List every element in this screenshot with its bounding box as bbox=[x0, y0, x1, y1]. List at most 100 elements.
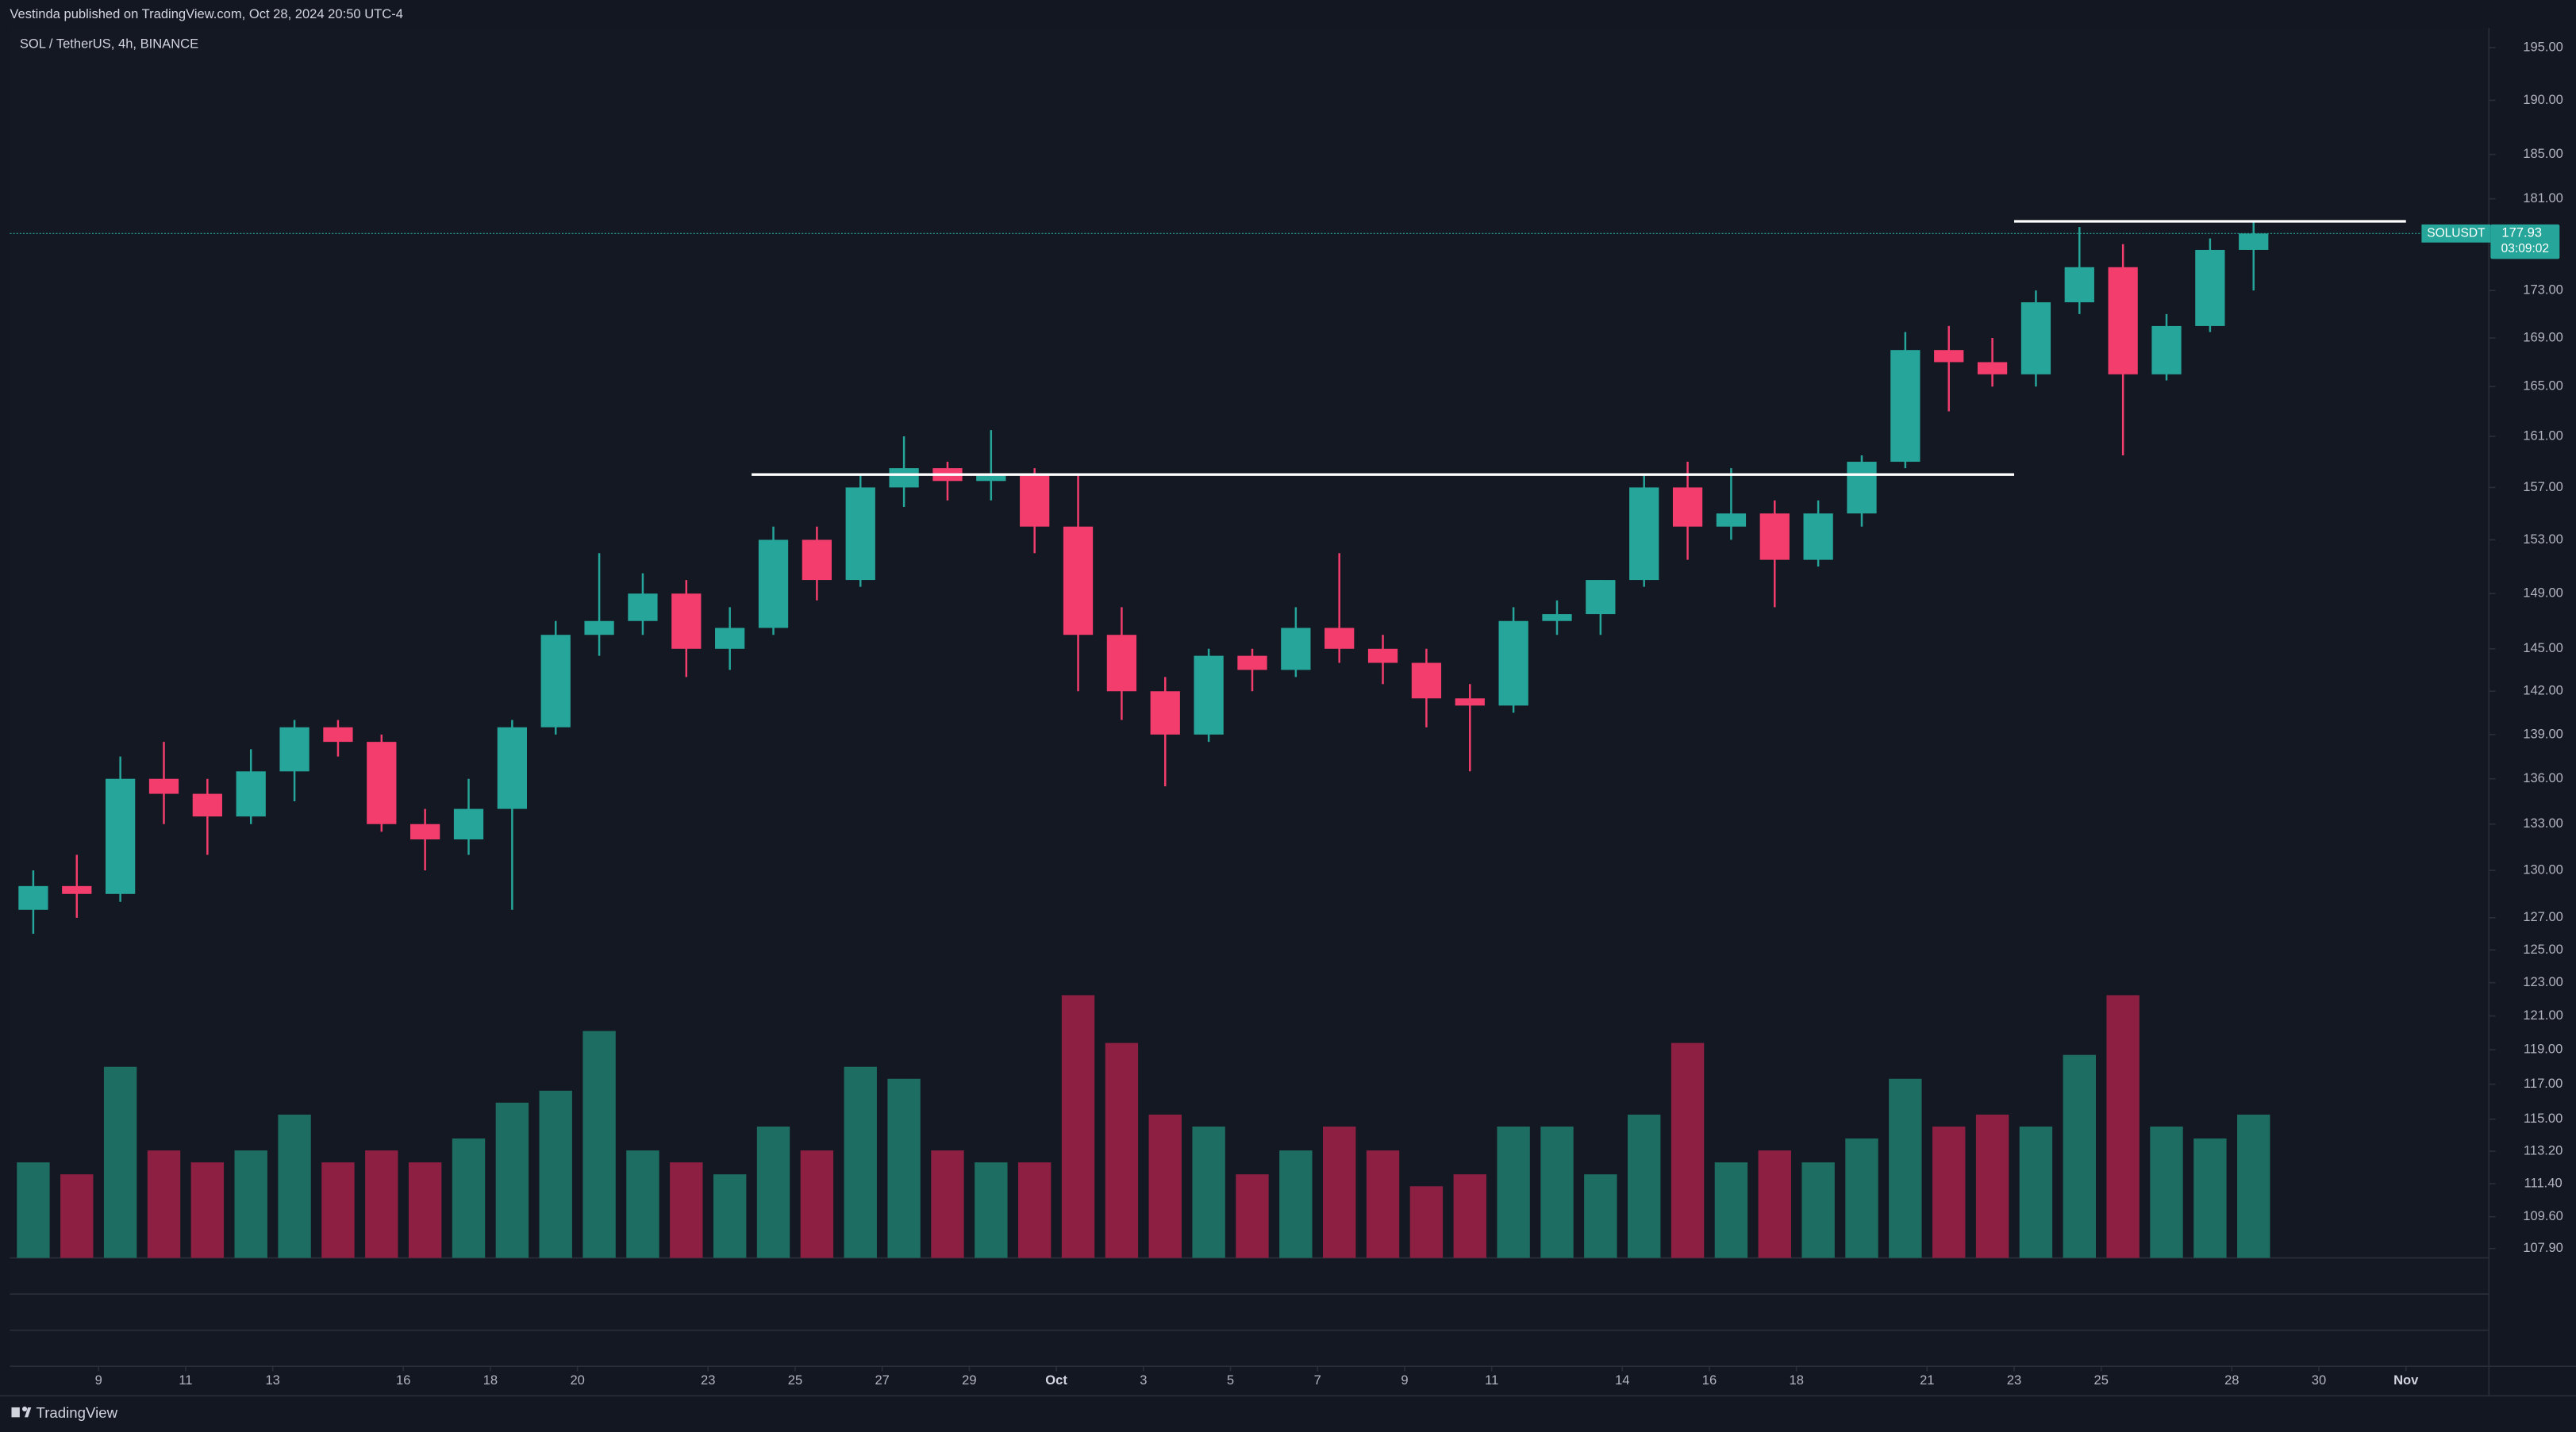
candle-body bbox=[1716, 513, 1747, 527]
candle-body bbox=[1237, 655, 1267, 670]
candle-body bbox=[453, 808, 484, 840]
y-tick-label: 115.00 bbox=[2524, 1111, 2563, 1126]
volume-bar bbox=[931, 1150, 964, 1258]
x-tick-label: 28 bbox=[2224, 1372, 2239, 1388]
x-tick-label: 25 bbox=[788, 1372, 802, 1388]
candle-body bbox=[715, 628, 745, 649]
x-tick-label: 25 bbox=[2094, 1372, 2109, 1388]
candle-body bbox=[2239, 233, 2269, 250]
x-tick-label: Oct bbox=[1045, 1372, 1067, 1388]
candle-body bbox=[1194, 655, 1224, 735]
candle-body bbox=[323, 727, 353, 743]
volume-bar bbox=[1453, 1174, 1486, 1258]
x-tick-label: 11 bbox=[179, 1372, 192, 1388]
volume-bar bbox=[756, 1126, 790, 1258]
volume-bar bbox=[626, 1150, 659, 1258]
volume-bar bbox=[1671, 1042, 1705, 1258]
volume-bar bbox=[844, 1066, 877, 1258]
volume-bar bbox=[1932, 1126, 1966, 1258]
y-tick-label: 165.00 bbox=[2523, 378, 2563, 394]
x-tick-label: Nov bbox=[2393, 1372, 2419, 1388]
candle-body bbox=[279, 727, 310, 772]
volume-bar bbox=[1801, 1162, 1835, 1258]
candle-body bbox=[1803, 513, 1833, 560]
candle-body bbox=[540, 635, 571, 728]
y-tick-label: 145.00 bbox=[2523, 640, 2563, 655]
x-tick-label: 7 bbox=[1314, 1372, 1321, 1388]
volume-bar bbox=[887, 1078, 921, 1258]
candle-body bbox=[497, 727, 528, 809]
x-tick-label: 3 bbox=[1140, 1372, 1147, 1388]
volume-bar bbox=[670, 1162, 703, 1258]
volume-bar bbox=[2237, 1114, 2270, 1258]
candle-body bbox=[802, 539, 832, 581]
candle-body bbox=[1455, 698, 1485, 706]
candle-body bbox=[1150, 691, 1180, 735]
volume-bar bbox=[1061, 995, 1095, 1258]
candle-body bbox=[106, 778, 136, 894]
candle-body bbox=[1106, 635, 1137, 692]
y-tick-label: 195.00 bbox=[2523, 39, 2563, 54]
y-tick-label: 181.00 bbox=[2523, 190, 2563, 205]
price-label: 177.93 bbox=[2501, 225, 2542, 240]
volume-bar bbox=[2150, 1126, 2183, 1258]
volume-bar bbox=[278, 1114, 311, 1258]
candle-body bbox=[584, 620, 614, 635]
y-tick-label: 107.90 bbox=[2523, 1240, 2563, 1255]
candle-body bbox=[192, 793, 222, 817]
candle-body bbox=[2020, 302, 2051, 374]
candle-body bbox=[1063, 526, 1094, 635]
volume-bar bbox=[1105, 1042, 1139, 1258]
candle-body bbox=[1325, 628, 1355, 649]
volume-bar bbox=[17, 1162, 50, 1258]
x-tick-label: 29 bbox=[962, 1372, 976, 1388]
candle-body bbox=[845, 487, 875, 581]
volume-bar bbox=[365, 1150, 398, 1258]
y-tick-label: 190.00 bbox=[2523, 92, 2563, 107]
volume-bar bbox=[2106, 995, 2140, 1258]
volume-bar bbox=[1758, 1150, 1791, 1258]
x-tick-label: 13 bbox=[265, 1372, 279, 1388]
volume-bar bbox=[1236, 1174, 1269, 1258]
y-tick-label: 109.60 bbox=[2523, 1208, 2563, 1223]
y-tick-label: 149.00 bbox=[2523, 585, 2563, 601]
volume-bar bbox=[1017, 1162, 1052, 1258]
candle-body bbox=[18, 885, 48, 910]
volume-bar bbox=[1714, 1162, 1748, 1258]
volume-bar bbox=[1845, 1138, 1878, 1258]
brand: TradingView bbox=[37, 1404, 118, 1421]
candle-body bbox=[1629, 487, 1659, 581]
volume-bar bbox=[713, 1174, 747, 1258]
x-tick-label: 23 bbox=[2007, 1372, 2021, 1388]
chart-title: SOL / TetherUS, 4h, BINANCE bbox=[20, 36, 198, 51]
volume-layer bbox=[17, 995, 2270, 1258]
y-tick-label: 121.00 bbox=[2523, 1008, 2563, 1023]
y-tick-label: 173.00 bbox=[2523, 282, 2563, 298]
candle-body bbox=[1759, 513, 1790, 560]
candle-body bbox=[1977, 362, 2008, 374]
candle-body bbox=[1020, 474, 1050, 527]
y-tick-label: 133.00 bbox=[2523, 816, 2563, 831]
volume-bar bbox=[234, 1150, 267, 1258]
volume-bar bbox=[452, 1138, 486, 1258]
candle-body bbox=[367, 742, 397, 824]
y-tick-label: 127.00 bbox=[2523, 909, 2563, 924]
volume-bar bbox=[1975, 1114, 2009, 1258]
y-tick-label: 119.00 bbox=[2524, 1042, 2563, 1057]
candle-body bbox=[2108, 267, 2138, 374]
candle-body bbox=[2151, 325, 2182, 374]
candle-body bbox=[758, 539, 789, 628]
y-tick-label: 125.00 bbox=[2523, 942, 2563, 957]
volume-bar bbox=[975, 1162, 1008, 1258]
candle-body bbox=[628, 593, 658, 621]
x-tick-label: 20 bbox=[570, 1372, 584, 1388]
volume-bar bbox=[800, 1150, 834, 1258]
candle-body bbox=[1367, 648, 1398, 663]
candle-body bbox=[1847, 462, 1877, 514]
candle-body bbox=[1890, 350, 1920, 463]
x-tick-label: 27 bbox=[875, 1372, 889, 1388]
volume-bar bbox=[1584, 1174, 1617, 1258]
volume-bar bbox=[2019, 1126, 2053, 1258]
candle-body bbox=[2064, 267, 2094, 303]
volume-bar bbox=[147, 1150, 181, 1258]
